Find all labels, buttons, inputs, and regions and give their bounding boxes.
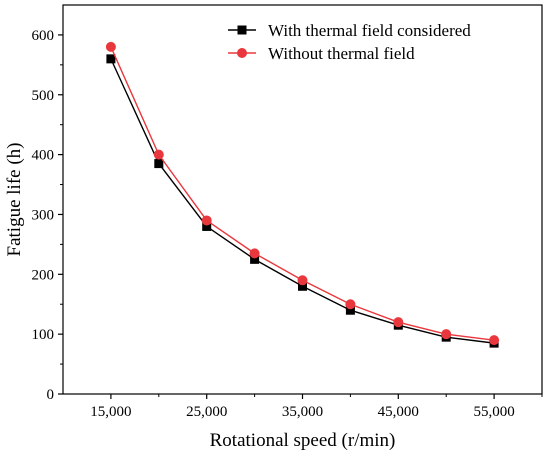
- y-tick-label: 400: [32, 148, 55, 164]
- y-tick-label: 100: [32, 327, 55, 343]
- series-2: [105, 41, 500, 346]
- plot-area: [62, 4, 543, 395]
- data-point: [441, 329, 452, 340]
- x-tick-label: 15,000: [90, 404, 131, 420]
- x-axis-label: Rotational speed (r/min): [210, 430, 396, 451]
- legend-marker: [237, 48, 247, 58]
- data-point: [106, 54, 116, 64]
- data-point: [105, 41, 116, 52]
- y-axis-ticks: 0 100 200 300 400 500 600: [32, 28, 63, 403]
- data-point: [298, 281, 307, 291]
- legend-item: With thermal field considered: [228, 21, 471, 40]
- y-tick-label: 200: [32, 267, 55, 283]
- data-point: [345, 305, 355, 315]
- legend-label: With thermal field considered: [268, 21, 471, 40]
- y-tick-label: 500: [32, 88, 55, 104]
- plot-frame: [62, 4, 543, 395]
- data-point: [345, 299, 356, 310]
- data-point: [202, 221, 212, 231]
- data-point: [489, 335, 500, 346]
- data-point: [297, 275, 308, 286]
- legend-marker: [237, 25, 247, 35]
- series-line: [110, 58, 495, 344]
- data-point: [154, 159, 164, 169]
- x-tick-label: 55,000: [473, 404, 514, 420]
- legend: With thermal field considered Without the…: [228, 21, 471, 63]
- legend-label: Without thermal field: [268, 44, 415, 63]
- data-point: [249, 248, 260, 259]
- data-point: [153, 149, 164, 160]
- data-point: [201, 215, 212, 226]
- y-tick-label: 600: [32, 28, 55, 44]
- y-tick-label: 300: [32, 207, 55, 223]
- x-axis-ticks: 15,000 25,000 35,000 45,000 55,000: [90, 394, 543, 420]
- legend-item: Without thermal field: [228, 44, 415, 63]
- y-tick-label: 0: [47, 387, 55, 403]
- data-point: [250, 254, 260, 264]
- series-1: [106, 54, 499, 348]
- y-axis-label: Fatigue life (h): [4, 143, 25, 257]
- x-tick-label: 25,000: [186, 404, 227, 420]
- data-point: [393, 317, 404, 328]
- x-tick-label: 35,000: [282, 404, 323, 420]
- series-layer: [105, 41, 500, 348]
- x-tick-label: 45,000: [378, 404, 419, 420]
- series-line: [110, 46, 495, 341]
